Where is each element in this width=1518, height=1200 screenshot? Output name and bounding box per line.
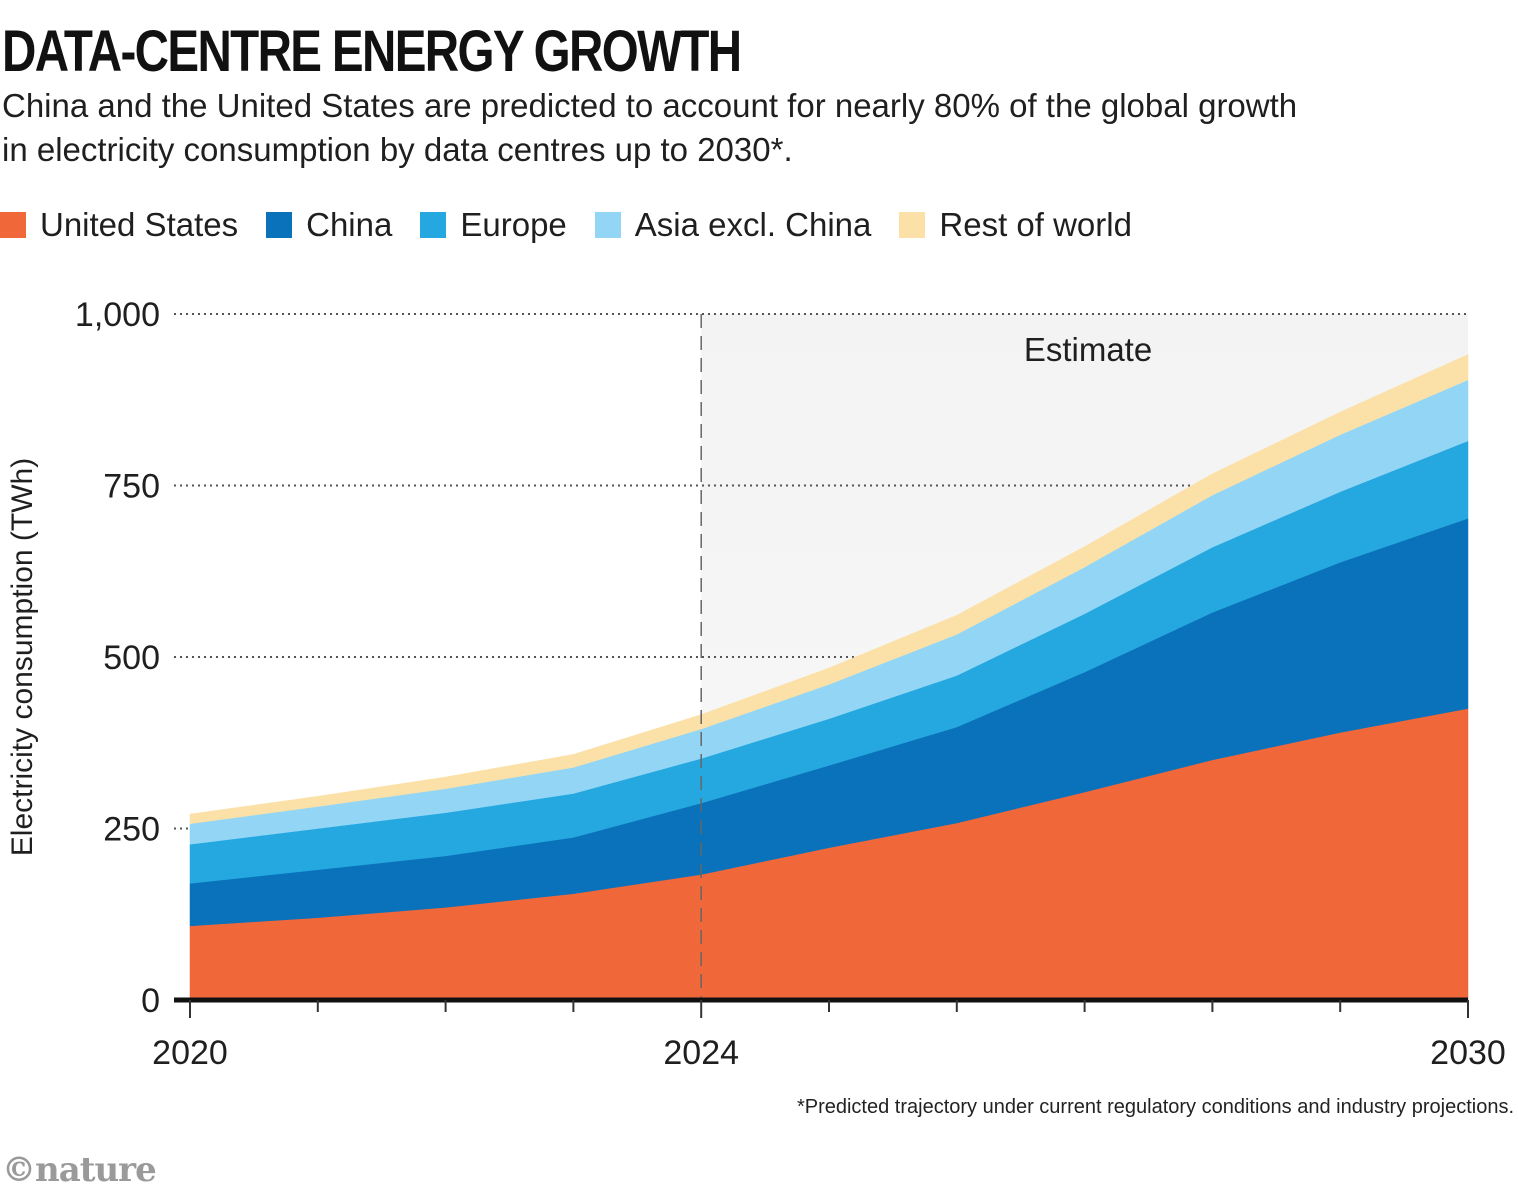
legend-label-asia-excl-china: Asia excl. China <box>634 206 872 243</box>
chart-subtitle: China and the United States are predicte… <box>2 87 1298 168</box>
y-tick-label-250: 250 <box>103 811 160 849</box>
estimate-label: Estimate <box>1024 331 1152 368</box>
legend-swatch-united-states <box>0 212 26 238</box>
y-tick-label-750: 750 <box>103 468 160 506</box>
legend-item-united-states: United States <box>0 206 238 244</box>
chart-title: DATA-CENTRE ENERGY GROWTH <box>2 19 742 84</box>
legend-swatch-asia-excl-china <box>594 212 621 238</box>
x-tick-label-2024: 2024 <box>663 1034 739 1072</box>
legend-item-europe: Europe <box>420 206 567 244</box>
x-tick-label-2030: 2030 <box>1430 1034 1506 1072</box>
y-tick-label-1000: 1,000 <box>75 296 160 334</box>
area-series <box>189 314 1469 1001</box>
legend-label-united-states: United States <box>40 206 239 243</box>
area-rest-of-world <box>189 354 1469 824</box>
legend-label-europe: Europe <box>460 206 567 243</box>
legend-swatch-china <box>266 212 293 238</box>
y-tick-label-0: 0 <box>141 982 160 1020</box>
legend-item-asia-excl-china: Asia excl. China <box>594 206 872 244</box>
grid-lines: 0 250 500 750 1,000 <box>75 296 1468 1020</box>
x-tick-label-2020: 2020 <box>152 1034 228 1072</box>
y-tick-label-500: 500 <box>103 639 160 677</box>
legend-label-rest-of-world: Rest of world <box>939 206 1132 243</box>
legend-swatch-rest-of-world <box>899 212 926 238</box>
axes: 2020 2024 2030 <box>152 997 1506 1072</box>
legend: United States China Europe Asia excl. Ch… <box>0 206 1160 244</box>
legend-label-china: China <box>306 206 393 243</box>
legend-item-china: China <box>266 206 392 244</box>
y-axis-title: Electricity consumption (TWh) <box>6 458 39 856</box>
legend-swatch-europe <box>420 212 447 238</box>
nature-logo: ©nature <box>2 1150 157 1190</box>
footnote: *Predicted trajectory under current regu… <box>796 1096 1514 1118</box>
legend-item-rest-of-world: Rest of world <box>899 206 1132 244</box>
